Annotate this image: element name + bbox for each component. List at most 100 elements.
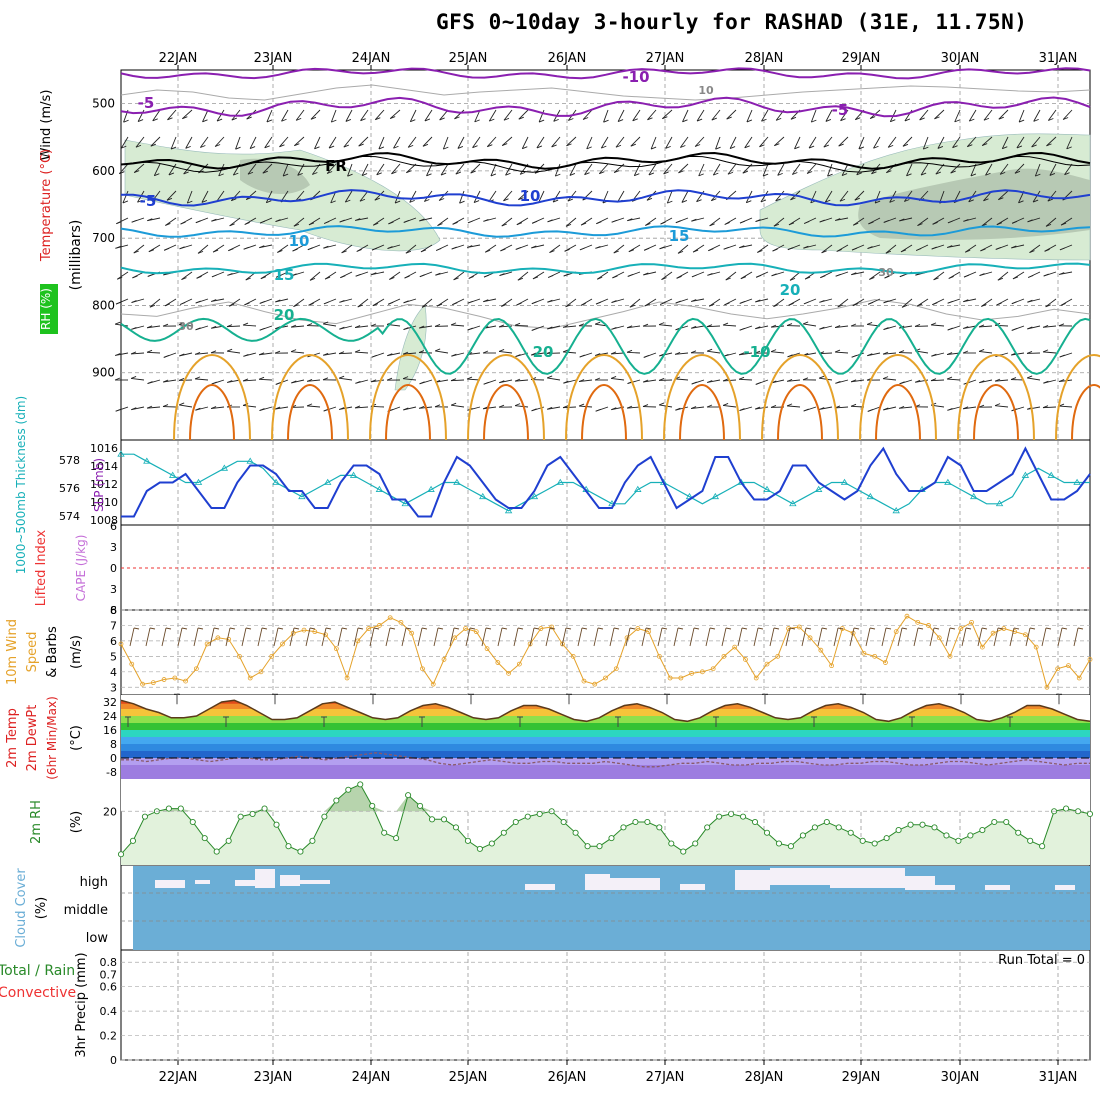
wind-barb-flag <box>235 146 241 150</box>
wind-barb-flag <box>634 173 640 177</box>
wind-barb <box>947 352 961 356</box>
rh-shade-core-east <box>858 168 1090 240</box>
wind-speed-marker <box>140 681 145 687</box>
wind-barb <box>995 405 1009 408</box>
wind-barb-flag <box>916 303 923 307</box>
date-label-top: 27JAN <box>646 51 685 66</box>
wind-barb <box>518 109 529 120</box>
wind-barb-flag <box>746 200 752 204</box>
wind-barb <box>181 271 193 281</box>
wind-barb-flag <box>603 119 609 123</box>
wind-barb <box>1032 190 1041 203</box>
wind-barb <box>339 377 353 381</box>
wind-barb-flag <box>968 199 974 203</box>
wind-barb <box>1033 109 1041 122</box>
wind-speed-marker <box>204 641 210 647</box>
wind-barb-flag <box>340 275 346 279</box>
rh-marker <box>692 840 699 847</box>
wind-barb-flag <box>516 302 522 306</box>
rh-marker <box>440 816 448 823</box>
wind-barb <box>229 217 241 227</box>
wind-barb-flag <box>196 275 202 279</box>
surface-wind-barb <box>529 627 535 647</box>
wind-speed-marker <box>764 661 770 667</box>
wind-barb <box>517 271 529 281</box>
wind-barb-flag <box>297 172 303 176</box>
axis-label-barbs: & Barbs <box>45 626 60 678</box>
wind-barb-flag <box>994 378 1001 382</box>
wind-barb <box>243 404 257 408</box>
wind-barb-flag <box>825 199 831 203</box>
wind-barb <box>603 109 609 123</box>
precip-tick-label: 0.2 <box>100 1030 118 1043</box>
wind-barb-flag <box>518 116 524 120</box>
wind-barb <box>665 136 673 149</box>
thickness-marker <box>479 492 487 500</box>
warm-contour-dome <box>271 353 349 441</box>
wind-barb <box>147 325 161 329</box>
rh-contour-line <box>120 299 1091 329</box>
rh-marker <box>273 821 280 828</box>
wind-barb <box>615 136 625 148</box>
wind-barb-flag <box>435 272 441 276</box>
wind-barb-flag <box>856 172 862 176</box>
wind-barb-flag <box>498 404 505 408</box>
wind-barb-flag <box>610 375 617 379</box>
wind-barb <box>838 136 849 147</box>
wind-barb <box>249 136 257 149</box>
wind-barb-flag <box>242 322 249 326</box>
isotherm-line <box>120 151 1091 170</box>
wind-barb-flag <box>323 245 329 249</box>
wind-barb <box>514 324 529 327</box>
wind-barb <box>647 109 657 121</box>
wind-barb <box>708 298 721 307</box>
axis-label-precip: 3hr Precip (mm) <box>74 952 89 1057</box>
wind-barb-flag <box>696 118 703 122</box>
wind-barb-flag <box>178 322 185 326</box>
wind-barb-flag <box>293 304 299 308</box>
wind-barb-flag <box>839 198 846 202</box>
wind-barb <box>691 406 705 410</box>
rh-area-high-fill <box>121 784 1090 812</box>
wind-barb-flag <box>130 351 137 355</box>
wind-barb-flag <box>179 246 185 250</box>
wind-barb-flag <box>567 198 573 202</box>
wind-barb-flag <box>547 299 553 303</box>
pressure-tick-label: 600 <box>92 164 115 178</box>
surface-wind-barb-flag <box>1061 627 1068 630</box>
wind-barb-flag <box>211 381 217 385</box>
wind-barb-flag <box>840 118 846 122</box>
wind-barb-flag <box>676 275 682 279</box>
precip-minor-tick: 0.7 <box>100 968 118 981</box>
wind-barb <box>739 352 753 356</box>
wind-barb-flag <box>259 408 265 412</box>
wind-barb-flag <box>586 146 592 150</box>
temp-color-band <box>121 723 1090 730</box>
wind-barb <box>118 163 129 174</box>
wind-barb-flag <box>483 274 490 278</box>
wind-barb-flag <box>899 218 905 222</box>
wind-barb-flag <box>347 173 353 177</box>
wind-barb-flag <box>483 218 489 222</box>
wind-speed-marker <box>656 653 662 659</box>
wind-barb <box>887 136 897 148</box>
wind-speed-marker <box>904 613 910 619</box>
surface-wind-barb <box>721 627 727 647</box>
wind-barb <box>998 190 1009 201</box>
surface-wind-barb <box>609 627 615 647</box>
wind-barb-flag <box>356 249 362 252</box>
cloud-level-label: low <box>86 931 109 946</box>
rh-marker <box>333 797 340 804</box>
wind-speed-marker <box>1023 632 1028 638</box>
temp-color-band <box>121 730 1090 737</box>
wind-barb-flag <box>245 277 251 281</box>
wind-barb-flag <box>451 353 457 357</box>
surface-wind-barb <box>273 627 279 647</box>
wind-barb-flag <box>787 354 793 358</box>
hot-contour-dome <box>679 383 725 441</box>
wind-barb <box>1001 136 1009 149</box>
thickness-marker <box>634 485 642 492</box>
wind-barb-flag <box>662 116 668 120</box>
wind-barb-flag <box>722 402 729 406</box>
rh-upper-mask <box>121 779 1090 812</box>
